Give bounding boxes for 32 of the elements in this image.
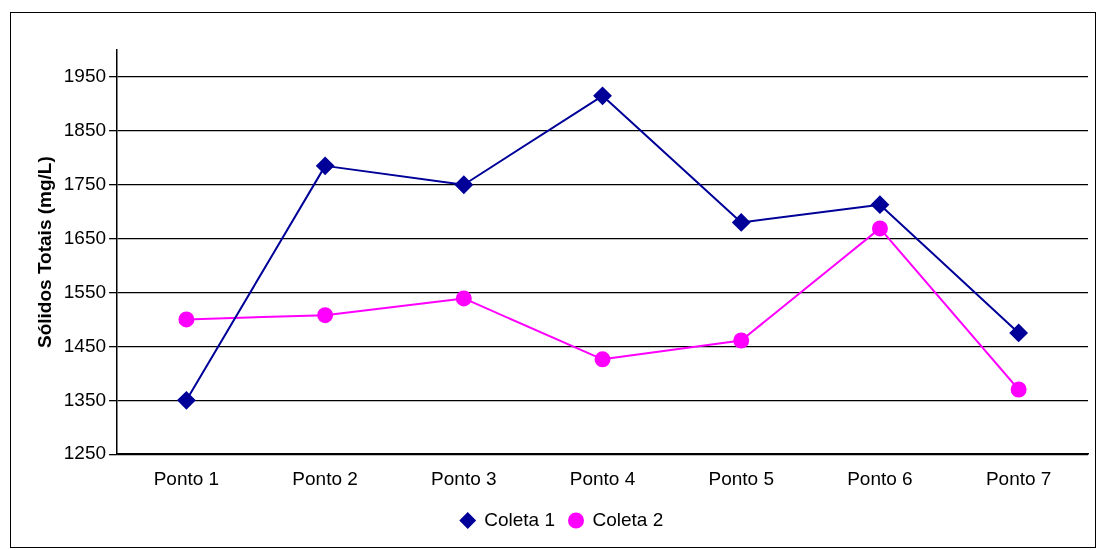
y-tick-label: 1750 [63,172,107,194]
point [455,290,472,307]
y-tick-label: 1550 [63,280,107,302]
point [733,332,750,349]
x-tick-label: Ponto 7 [985,467,1052,489]
legend-label: Coleta 2 [592,508,664,530]
point [870,195,889,214]
x-tick-label: Ponto 6 [847,467,913,489]
legend-label: Coleta 1 [484,508,556,530]
x-tick-label: Ponto 1 [153,467,220,489]
point [177,391,196,410]
y-tick-label: 1450 [63,334,107,356]
point [871,220,888,237]
y-tick-label: 1950 [63,65,107,87]
x-tick-label: Ponto 3 [431,467,497,489]
x-tick-label: Ponto 4 [569,467,636,489]
point [732,213,751,232]
y-axis-title: Sólidos Totais (mg/L) [33,156,55,348]
point [1009,323,1028,342]
y-tick-label: 1650 [63,226,107,248]
y-tick-label: 1350 [63,388,107,410]
point [594,351,611,368]
y-tick-label: 1250 [63,442,107,464]
x-tick-label: Ponto 5 [708,467,774,489]
point [593,86,612,105]
y-tick-label: 1850 [63,119,107,141]
x-tick-label: Ponto 2 [292,467,358,489]
point [316,156,335,175]
point [1010,381,1027,398]
point [178,311,195,328]
point [454,175,473,194]
point [317,307,334,324]
